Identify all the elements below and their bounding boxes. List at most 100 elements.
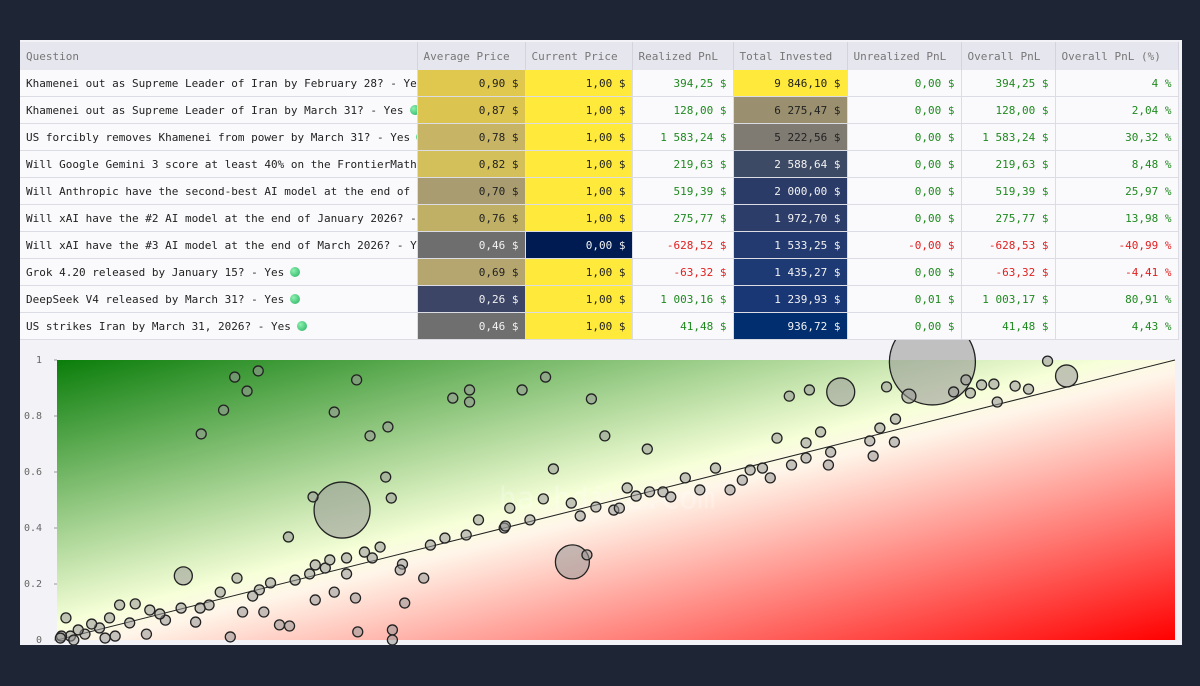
point — [736, 474, 748, 486]
point — [724, 484, 736, 496]
value-cell: 519,39 $ — [961, 177, 1056, 205]
point — [694, 484, 706, 496]
table-row: Will xAI have the #3 AI model at the end… — [20, 231, 1179, 259]
value-cell: 13,98 % — [1055, 204, 1179, 232]
point — [386, 624, 399, 636]
question-cell: DeepSeek V4 released by March 31? - Yes — [20, 285, 418, 313]
point — [282, 531, 295, 543]
cell-text: 275,77 $ — [995, 211, 1049, 225]
cell-text: 1,00 $ — [585, 211, 626, 225]
point — [709, 462, 722, 474]
value-cell: 0,70 $ — [417, 177, 526, 205]
table-row: US forcibly removes Khamenei from power … — [20, 123, 1179, 151]
point — [60, 612, 72, 624]
point — [386, 634, 399, 645]
cell-text: -4,41 % — [1125, 265, 1172, 279]
cell-text: 0,82 $ — [478, 157, 519, 171]
point — [304, 568, 316, 580]
table-body: Khamenei out as Supreme Leader of Iran b… — [20, 70, 1179, 340]
point — [129, 598, 141, 610]
cell-text: 1,00 $ — [585, 184, 626, 198]
point — [439, 532, 451, 544]
point — [888, 436, 901, 448]
value-cell: 9 846,10 $ — [733, 70, 848, 97]
value-cell: 394,25 $ — [961, 70, 1056, 97]
point — [472, 514, 485, 526]
value-cell: 1,00 $ — [525, 150, 633, 178]
cell-text: 2 000,00 $ — [774, 184, 841, 198]
cell-text: 0,46 $ — [478, 319, 519, 333]
question-cell: Will xAI have the #3 AI model at the end… — [20, 231, 418, 259]
point — [217, 404, 230, 416]
point — [880, 381, 893, 393]
value-cell: 0,00 $ — [525, 231, 633, 259]
positions-table: Question Average Price Current Price Realiz… — [20, 42, 1179, 340]
point — [504, 502, 516, 514]
value-cell: 0,46 $ — [417, 231, 526, 259]
value-cell: 0,00 $ — [847, 258, 962, 286]
cell-text: -628,52 $ — [666, 238, 727, 252]
question-text: Grok 4.20 released by January 15? - Yes — [26, 265, 285, 279]
point — [173, 566, 193, 586]
point — [224, 631, 236, 643]
cell-text: 0,46 $ — [478, 238, 519, 252]
point — [539, 371, 552, 383]
cell-text: -63,32 $ — [995, 265, 1049, 279]
value-cell: 0,69 $ — [417, 258, 526, 286]
point — [964, 387, 977, 399]
chart: hashdive.com 0 0.2 0.4 0.6 0.8 1 — [24, 340, 1176, 645]
point — [756, 462, 769, 474]
point — [340, 552, 353, 564]
point — [309, 559, 321, 571]
table-row: DeepSeek V4 released by March 31? - Yes 0… — [20, 285, 1179, 313]
cell-text: 0,00 $ — [914, 211, 955, 225]
point — [744, 464, 756, 476]
value-cell: 0,00 $ — [847, 96, 962, 124]
value-cell: 128,00 $ — [961, 96, 1056, 124]
value-cell: -628,52 $ — [632, 231, 734, 259]
cell-text: 25,97 % — [1125, 184, 1172, 198]
point — [382, 421, 394, 433]
value-cell: 0,46 $ — [417, 312, 526, 340]
column-header: Question — [20, 42, 418, 70]
cell-text: 0,00 $ — [914, 265, 955, 279]
point — [418, 572, 430, 584]
value-cell: 1,00 $ — [525, 258, 633, 286]
point — [599, 430, 611, 442]
cell-text: 394,25 $ — [673, 76, 727, 90]
point — [581, 549, 593, 561]
point — [1022, 383, 1035, 395]
point — [590, 501, 602, 513]
cell-text: -40,99 % — [1118, 238, 1172, 252]
point — [103, 612, 116, 624]
value-cell: 1,00 $ — [525, 123, 633, 151]
point — [364, 430, 376, 442]
point — [447, 392, 459, 404]
point — [324, 554, 336, 566]
point — [366, 552, 378, 564]
value-cell: 4 % — [1055, 70, 1179, 97]
cell-text: -0,00 $ — [908, 238, 955, 252]
point — [960, 374, 972, 386]
cell-text: 219,63 $ — [995, 157, 1049, 171]
value-cell: 394,25 $ — [632, 70, 734, 97]
y-tick-label: 0.2 — [24, 579, 42, 590]
point — [307, 491, 319, 503]
cell-text: 128,00 $ — [995, 103, 1049, 117]
value-cell: 936,72 $ — [733, 312, 848, 340]
y-tick-label: 1 — [36, 355, 42, 366]
table-row: Will xAI have the #2 AI model at the end… — [20, 204, 1179, 232]
question-cell: Will Anthropic have the second-best AI m… — [20, 177, 418, 205]
cell-text: 41,48 $ — [680, 319, 727, 333]
question-text: Khamenei out as Supreme Leader of Iran b… — [26, 76, 417, 90]
point — [867, 450, 879, 462]
value-cell: 0,00 $ — [847, 123, 962, 151]
y-tick-label: 0 — [36, 635, 42, 645]
question-text: Will Anthropic have the second-best AI m… — [26, 184, 417, 198]
value-cell: 41,48 $ — [961, 312, 1056, 340]
point — [947, 386, 960, 398]
cell-text: 41,48 $ — [1002, 319, 1049, 333]
point — [289, 574, 301, 586]
status-dot — [409, 104, 416, 115]
point — [621, 482, 633, 494]
